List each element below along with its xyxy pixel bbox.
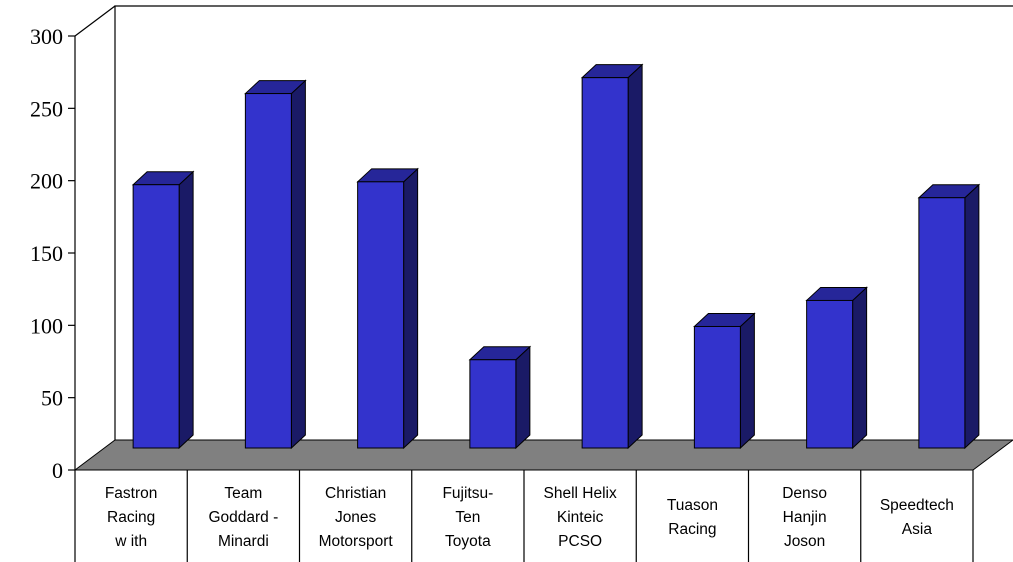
chart-floor — [73, 439, 1013, 471]
bar — [580, 63, 644, 450]
category-label: Asia — [902, 521, 933, 538]
bar-front — [693, 325, 741, 449]
bar-front — [806, 299, 854, 449]
y-tick-label: 150 — [30, 241, 63, 266]
category-label: Shell Helix — [544, 485, 617, 502]
y-tick-label: 250 — [30, 96, 63, 121]
category-label: Denso — [782, 485, 827, 502]
category-label: Kinteic — [557, 509, 604, 526]
category-axis: Fastron Racing w ith Team Goddard - Minardi Ch… — [74, 470, 974, 562]
bar-side — [852, 286, 868, 450]
y-tick-label: 300 — [30, 24, 63, 49]
category-label: Racing — [668, 521, 716, 538]
bar — [805, 286, 868, 450]
category-label: Jones — [335, 509, 377, 526]
category-label: Ten — [455, 509, 480, 526]
bar-series — [131, 63, 981, 450]
bar — [244, 79, 307, 450]
bar-front — [244, 93, 292, 449]
category-label: Hanjin — [783, 509, 827, 526]
category-label: Fastron — [105, 485, 158, 502]
chart-side-wall-edge — [74, 5, 116, 37]
bar — [468, 345, 532, 450]
bar-front — [357, 181, 405, 449]
y-tick-label: 50 — [41, 386, 63, 411]
bar-front — [918, 197, 966, 449]
category-label: PCSO — [558, 533, 602, 550]
bar-side — [964, 183, 980, 450]
bar — [917, 183, 981, 450]
bar-side — [178, 170, 194, 450]
category-label: Team — [224, 485, 262, 502]
category-label: Toyota — [445, 533, 491, 550]
bar-side — [290, 79, 306, 450]
bar-side — [739, 312, 755, 450]
y-tick-label: 200 — [30, 169, 63, 194]
category-label: Speedtech — [880, 497, 954, 514]
bar-front — [581, 77, 629, 449]
bar-side — [403, 167, 419, 450]
category-label: Christian — [325, 485, 386, 502]
bar-side — [515, 345, 531, 450]
y-tick-label: 100 — [30, 313, 63, 338]
category-label: Fujitsu- — [442, 485, 493, 502]
category-label: Racing — [107, 509, 155, 526]
chart-frame — [73, 5, 1013, 471]
bar — [693, 312, 756, 450]
bar-front — [132, 184, 180, 449]
category-label: w ith — [114, 533, 147, 550]
bar-front — [469, 359, 517, 449]
category-label: Motorsport — [319, 533, 394, 550]
category-label: Tuason — [667, 497, 718, 514]
category-label: Joson — [784, 533, 825, 550]
y-axis: 0 50 100 150 200 250 300 — [30, 24, 75, 483]
category-label: Goddard - — [208, 509, 278, 526]
y-tick-label: 0 — [52, 458, 63, 483]
bar-side — [627, 63, 643, 450]
bar — [131, 170, 195, 450]
bar — [356, 167, 419, 450]
category-label: Minardi — [218, 533, 269, 550]
